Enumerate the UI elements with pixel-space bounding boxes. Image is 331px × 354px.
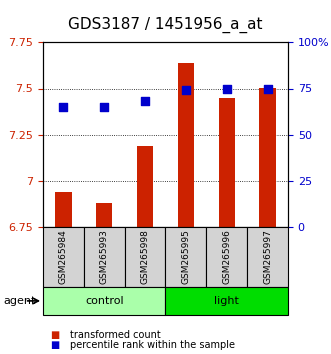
Bar bbox=[96, 202, 113, 227]
FancyBboxPatch shape bbox=[125, 227, 166, 287]
Text: GSM265996: GSM265996 bbox=[222, 229, 231, 284]
Text: agent: agent bbox=[3, 296, 36, 306]
FancyBboxPatch shape bbox=[166, 227, 206, 287]
Bar bbox=[218, 98, 235, 227]
Point bbox=[61, 104, 66, 110]
Bar bbox=[55, 192, 71, 227]
Point bbox=[102, 104, 107, 110]
Point bbox=[142, 98, 148, 104]
Bar bbox=[137, 145, 153, 227]
Text: ■: ■ bbox=[50, 330, 59, 339]
Text: percentile rank within the sample: percentile rank within the sample bbox=[70, 340, 234, 350]
Text: GSM265997: GSM265997 bbox=[263, 229, 272, 284]
Text: ■: ■ bbox=[50, 340, 59, 350]
Text: transformed count: transformed count bbox=[70, 330, 160, 339]
Text: GSM265993: GSM265993 bbox=[100, 229, 109, 284]
Text: light: light bbox=[214, 296, 239, 306]
Text: GSM265998: GSM265998 bbox=[141, 229, 150, 284]
Bar bbox=[178, 63, 194, 227]
Point bbox=[265, 86, 270, 91]
FancyBboxPatch shape bbox=[206, 227, 247, 287]
Text: GSM265995: GSM265995 bbox=[181, 229, 190, 284]
Bar bbox=[260, 88, 276, 227]
FancyBboxPatch shape bbox=[43, 227, 84, 287]
FancyBboxPatch shape bbox=[166, 287, 288, 315]
FancyBboxPatch shape bbox=[84, 227, 125, 287]
Point bbox=[224, 86, 229, 91]
Text: GDS3187 / 1451956_a_at: GDS3187 / 1451956_a_at bbox=[68, 17, 263, 33]
FancyBboxPatch shape bbox=[43, 287, 166, 315]
Text: GSM265984: GSM265984 bbox=[59, 229, 68, 284]
Point bbox=[183, 87, 189, 93]
FancyBboxPatch shape bbox=[247, 227, 288, 287]
Text: control: control bbox=[85, 296, 123, 306]
